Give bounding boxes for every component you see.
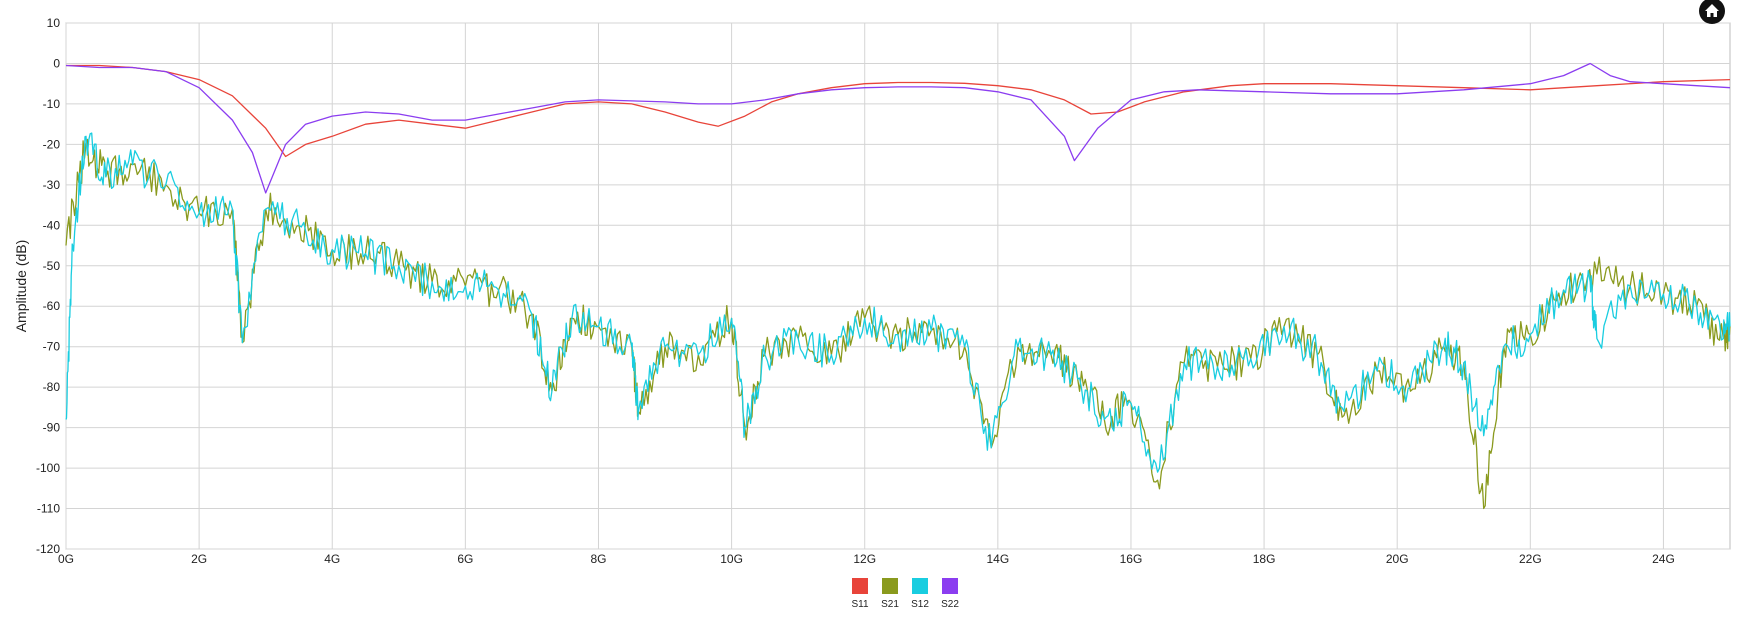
- legend-label-s11[interactable]: S11: [851, 599, 868, 610]
- legend-swatch-s21[interactable]: [882, 578, 898, 594]
- series-line-s11: [66, 64, 1731, 158]
- x-tick-label: 24G: [1652, 552, 1675, 566]
- x-tick-label: 4G: [324, 552, 340, 566]
- x-tick-label: 16G: [1120, 552, 1143, 566]
- y-tick-label: -120: [36, 542, 60, 556]
- legend-label-s21[interactable]: S21: [881, 599, 899, 610]
- series-line-s12: [65, 132, 1731, 473]
- x-tick-label: 22G: [1519, 552, 1542, 566]
- home-button[interactable]: [1699, 0, 1725, 24]
- x-tick-label: 0G: [58, 552, 74, 566]
- y-tick-labels: 10 0 -10 -20 -30 -40 -50 -60 -70 -80 -90 -100 -110 -1…: [36, 16, 60, 556]
- y-tick-label: -40: [43, 218, 61, 232]
- legend-swatch-s11[interactable]: [852, 578, 868, 594]
- x-tick-label: 20G: [1386, 552, 1409, 566]
- y-tick-label: 10: [47, 16, 61, 30]
- x-tick-label: 2G: [191, 552, 207, 566]
- x-tick-label: 10G: [720, 552, 743, 566]
- legend-swatch-s22[interactable]: [942, 578, 958, 594]
- y-tick-label: -110: [37, 502, 60, 516]
- y-tick-label: -90: [43, 421, 61, 435]
- legend: S11 S21 S12 S22: [851, 578, 959, 610]
- grid: [65, 22, 1730, 550]
- x-tick-label: 14G: [986, 552, 1009, 566]
- y-tick-label: -10: [43, 97, 61, 111]
- y-tick-label: -70: [43, 340, 61, 354]
- y-axis-label: Amplitude (dB): [13, 240, 29, 333]
- y-tick-label: 0: [53, 56, 60, 70]
- x-tick-label: 8G: [590, 552, 606, 566]
- x-tick-label: 18G: [1253, 552, 1276, 566]
- y-tick-label: -100: [36, 461, 60, 475]
- series-lines: [65, 62, 1731, 510]
- y-tick-label: -80: [43, 380, 61, 394]
- x-tick-labels: 0G 2G 4G 6G 8G 10G 12G 14G 16G 18G 20G 22G 24G: [58, 552, 1675, 566]
- y-tick-label: -30: [43, 178, 61, 192]
- y-tick-label: -20: [43, 137, 61, 151]
- home-icon: [1705, 4, 1719, 17]
- y-tick-label: -50: [43, 259, 61, 273]
- x-tick-label: 12G: [853, 552, 876, 566]
- x-tick-label: 6G: [457, 552, 473, 566]
- legend-label-s12[interactable]: S12: [911, 599, 929, 610]
- plot-background: [65, 22, 1731, 550]
- series-line-s22: [65, 62, 1731, 194]
- legend-label-s22[interactable]: S22: [941, 599, 959, 610]
- legend-swatch-s12[interactable]: [912, 578, 928, 594]
- y-tick-label: -60: [43, 299, 61, 313]
